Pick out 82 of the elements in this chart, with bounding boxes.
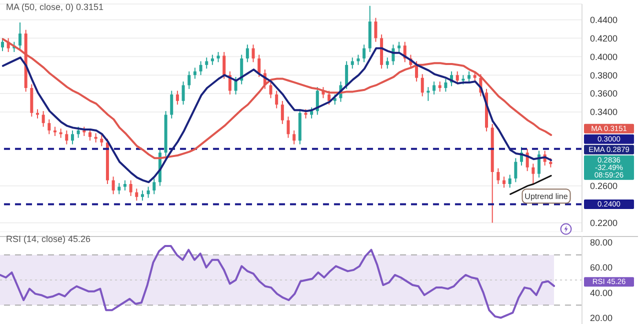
y-tick-label: 0.4200 xyxy=(590,33,618,44)
candlestick xyxy=(398,41,401,52)
candlestick xyxy=(1,38,4,52)
candlestick xyxy=(188,70,191,90)
candlestick xyxy=(438,81,442,92)
annotation: Uptrend line xyxy=(524,192,568,202)
candlestick xyxy=(205,57,208,70)
candlestick xyxy=(258,54,261,78)
candlestick xyxy=(222,52,226,80)
candlestick xyxy=(310,106,314,119)
candlestick xyxy=(176,90,179,106)
candlestick xyxy=(135,188,138,202)
y-tick-label: 20.00 xyxy=(590,312,613,323)
candlestick xyxy=(18,22,22,50)
y-tick-label: 80.00 xyxy=(590,237,613,248)
candlestick xyxy=(432,81,436,95)
candlestick xyxy=(36,108,39,119)
candlestick xyxy=(386,57,389,70)
candlestick xyxy=(444,78,448,92)
candlestick xyxy=(362,44,366,63)
candlestick xyxy=(356,54,360,66)
candlestick xyxy=(193,67,196,80)
candlestick xyxy=(53,126,56,136)
candlestick xyxy=(65,130,68,145)
candlestick xyxy=(146,186,150,198)
candlestick xyxy=(333,94,336,106)
candlestick xyxy=(532,163,535,184)
candlestick xyxy=(538,150,541,178)
candlestick xyxy=(70,130,74,145)
y-tick-label: 0.3400 xyxy=(590,107,618,118)
candlestick xyxy=(456,70,459,85)
y-tick-label: 0.2600 xyxy=(590,181,618,192)
line-series xyxy=(0,245,555,319)
candlestick xyxy=(345,60,348,90)
candlestick xyxy=(123,180,126,191)
candlestick xyxy=(234,76,238,95)
annotation: MA (50, close, 0) 0.3151 xyxy=(6,2,104,12)
y-tick-label: 0.3600 xyxy=(590,88,618,99)
candlestick xyxy=(118,182,121,195)
candlestick xyxy=(374,17,378,42)
candlestick xyxy=(328,90,331,106)
y-tick-label: 0.4000 xyxy=(590,52,618,62)
candlestick xyxy=(42,110,45,128)
candlestick xyxy=(304,108,308,119)
candlestick xyxy=(199,60,202,76)
line-series xyxy=(510,174,552,195)
annotation: RSI (14, close) 45.26 xyxy=(6,234,91,244)
candlestick xyxy=(252,44,255,63)
candlestick xyxy=(292,130,296,145)
candlestick xyxy=(76,126,80,138)
candlestick xyxy=(286,116,290,138)
candlestick xyxy=(48,118,51,135)
candlestick xyxy=(514,158,518,183)
candlestick xyxy=(140,190,144,202)
y-tick-label: 40.00 xyxy=(590,288,613,298)
y-tick-label: 0.4400 xyxy=(590,14,618,25)
candlestick xyxy=(94,132,98,143)
candlestick xyxy=(269,81,272,99)
candlestick xyxy=(210,54,214,66)
candlestick xyxy=(496,168,500,184)
candlestick xyxy=(82,126,86,136)
candlestick xyxy=(508,174,512,188)
candlestick xyxy=(112,176,115,195)
candlestick xyxy=(275,90,278,109)
candlestick xyxy=(216,52,220,63)
y-tick-label: 0.3800 xyxy=(590,70,618,80)
line-series xyxy=(2,47,552,184)
candlestick xyxy=(182,81,185,106)
candlestick xyxy=(350,57,354,70)
candlestick xyxy=(100,134,104,147)
candlestick xyxy=(280,100,284,124)
candlestick xyxy=(152,178,156,195)
candlestick xyxy=(502,176,506,188)
candlestick xyxy=(415,60,418,82)
candlestick xyxy=(246,44,249,63)
line-series xyxy=(2,38,552,160)
candlestick xyxy=(170,90,174,119)
candlestick xyxy=(468,70,471,83)
candlestick xyxy=(420,74,424,97)
y-tick-label: 60.00 xyxy=(590,262,613,273)
y-tick-label: 0.2200 xyxy=(590,218,618,228)
candlestick xyxy=(129,180,132,196)
